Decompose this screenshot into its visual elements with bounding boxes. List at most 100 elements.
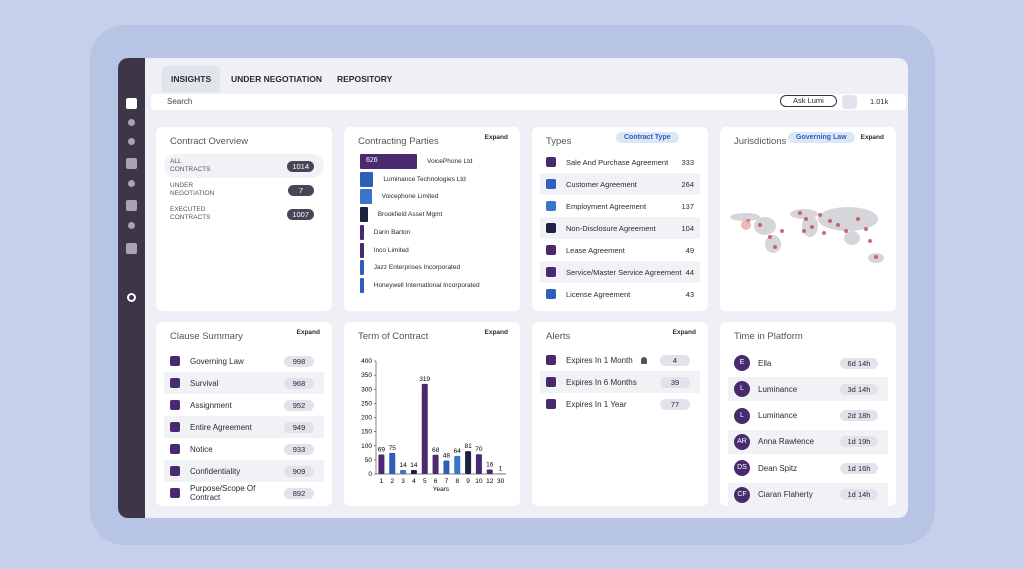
map-dot — [804, 217, 808, 221]
expand-link[interactable]: Expand — [484, 329, 508, 336]
parties-card: Contracting Parties Expand 626 VoicePhone L… — [344, 127, 520, 311]
map-dot — [773, 245, 777, 249]
card-title: Clause Summary — [170, 331, 243, 342]
label-line: UNDER — [170, 182, 194, 189]
alert-icon[interactable] — [126, 158, 137, 169]
map-dot — [844, 229, 848, 233]
party-bar — [360, 189, 372, 205]
alerts-card: Alerts Expand Expires In 1 Month 4 Expires I… — [532, 322, 708, 506]
overview-row: UNDER NEGOTIATION 7 — [164, 178, 324, 202]
clause-count: 952 — [284, 399, 314, 411]
party-bar — [360, 242, 364, 258]
x-tick-label: 9 — [466, 478, 470, 485]
nav-icon[interactable] — [128, 138, 135, 145]
map-dot — [810, 225, 814, 229]
count-button[interactable]: 1.01k — [864, 95, 895, 109]
value-label: 319 — [419, 376, 430, 383]
y-tick-label: 100 — [361, 443, 372, 450]
type-count: 137 — [681, 201, 694, 211]
type-name: Customer Agreement — [566, 179, 637, 189]
y-tick-label: 400 — [361, 358, 372, 365]
clause-name: Entire Agreement — [190, 422, 252, 432]
user-name: Luminance — [758, 411, 798, 421]
overview-count: 1014 — [287, 160, 314, 172]
label-line: ALL — [170, 158, 182, 165]
user-duration: 1d 16h — [840, 462, 878, 474]
type-swatch — [546, 157, 556, 167]
party-name: Jazz Enterprises Incorporated — [373, 264, 461, 272]
card-title: Jurisdictions — [734, 136, 787, 147]
type-name: License Agreement — [566, 289, 631, 299]
clauses-card: Clause Summary Expand Governing Law 998 Surv… — [156, 322, 332, 506]
value-label: 16 — [486, 461, 494, 468]
type-count: 44 — [685, 267, 694, 277]
clause-row: Survival 968 — [164, 372, 324, 394]
clause-row: Governing Law 998 — [164, 350, 324, 372]
expand-link[interactable]: Expand — [672, 329, 696, 336]
expand-link[interactable]: Expand — [484, 134, 508, 141]
doc-icon[interactable] — [126, 200, 137, 211]
nav-icon[interactable] — [128, 222, 135, 229]
y-tick-label: 300 — [361, 386, 372, 393]
map-dot — [818, 213, 822, 217]
expand-link[interactable]: Expand — [296, 329, 320, 336]
clause-count: 933 — [284, 443, 314, 455]
value-label: 64 — [454, 448, 462, 455]
type-name: Sale And Purchase Agreement — [566, 157, 669, 167]
expand-link[interactable]: Expand — [860, 134, 884, 141]
term-card: Term of Contract Expand 0 50 100 150 200 250 300… — [344, 322, 520, 506]
party-bar — [360, 277, 364, 293]
x-tick-label: 5 — [423, 478, 427, 485]
tab[interactable]: REPOSITORY — [337, 74, 393, 84]
type-row: Sale And Purchase Agreement 333 — [540, 151, 700, 173]
overview-label: EXECUTED CONTRACTS — [170, 206, 210, 222]
clause-count: 949 — [284, 421, 314, 433]
alert-count: 39 — [660, 376, 690, 388]
card-title: Time in Platform — [734, 331, 803, 342]
settings-icon[interactable] — [126, 243, 137, 254]
value-label: 81 — [464, 443, 472, 450]
type-filter[interactable]: Contract Type — [616, 132, 679, 143]
land — [765, 235, 781, 253]
clause-name: Purpose/Scope Of Contract — [190, 484, 256, 502]
avatar: CF — [734, 486, 750, 503]
user-duration: 1d 14h — [840, 489, 878, 500]
bar — [421, 383, 428, 474]
nav-icon[interactable] — [128, 180, 135, 187]
user-name: Ciaran Flaherty — [758, 490, 813, 499]
map-dot — [802, 229, 806, 233]
type-count: 49 — [685, 245, 694, 255]
bar — [475, 454, 482, 474]
bar — [486, 469, 493, 474]
search-bar[interactable]: Search — [151, 94, 906, 110]
ask-button[interactable]: Ask Lumi — [780, 95, 837, 107]
party-name: Inco Limited — [373, 246, 409, 254]
alert-row: Expires In 6 Months 39 — [540, 371, 700, 393]
party-name: Voicephone Limited — [381, 193, 439, 201]
refresh-button[interactable] — [842, 95, 857, 109]
tab[interactable]: INSIGHTS — [162, 66, 221, 92]
y-tick-label: 50 — [365, 457, 373, 464]
user-duration: 3d 14h — [840, 383, 878, 395]
clause-icon — [170, 422, 180, 432]
party-name: VoicePhone Ltd — [427, 158, 473, 165]
clause-row: Entire Agreement 949 — [164, 416, 324, 438]
law-filter[interactable]: Governing Law — [788, 132, 855, 143]
type-count: 104 — [681, 223, 694, 233]
search-icon[interactable] — [127, 293, 136, 302]
time-row: E Ella 6d 14h — [728, 351, 888, 375]
user-name: Ella — [758, 358, 772, 368]
tab[interactable]: UNDER NEGOTIATION — [231, 74, 322, 84]
y-tick-label: 200 — [361, 415, 372, 422]
map-dot — [868, 239, 872, 243]
user-name: Dean Spitz — [758, 463, 798, 473]
app: Search Ask Lumi 1.01k INSIGHTS UNDER NEGO… — [118, 58, 908, 518]
overview-count: 7 — [288, 184, 314, 196]
ask-label: Ask Lumi — [793, 96, 824, 105]
type-swatch — [546, 179, 556, 189]
home-icon[interactable] — [126, 98, 137, 109]
land — [818, 207, 878, 231]
alert-name: Expires In 6 Months — [566, 377, 637, 387]
clause-name: Notice — [190, 444, 213, 454]
nav-icon[interactable] — [128, 119, 135, 126]
